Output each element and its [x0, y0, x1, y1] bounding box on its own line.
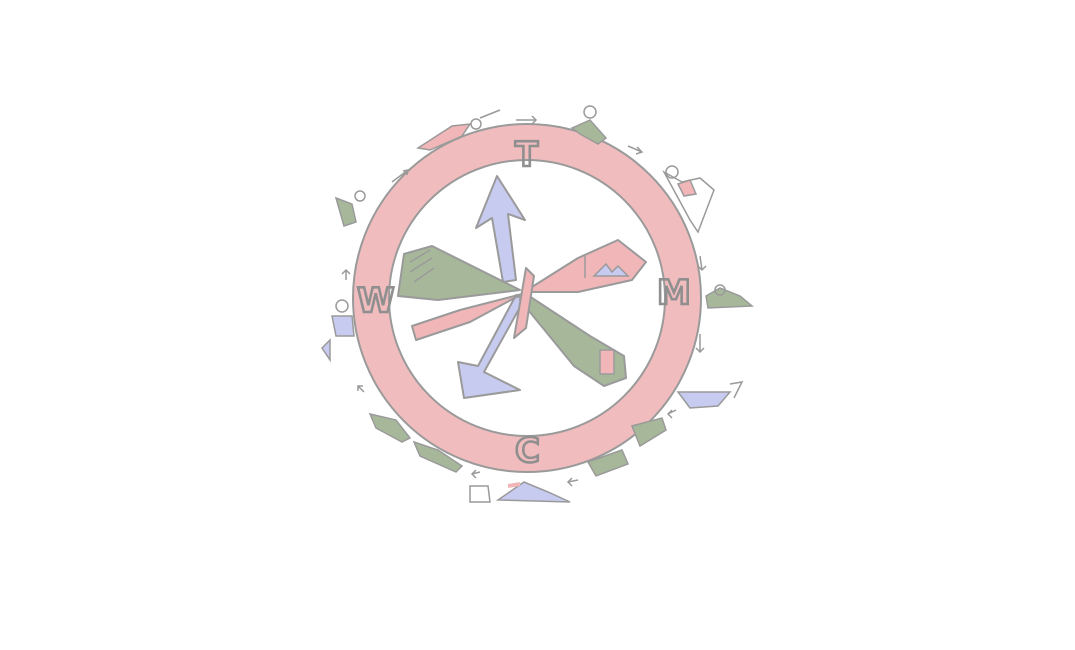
blade-icons: [409, 249, 630, 375]
sediment-icon: [409, 249, 435, 283]
figure-left-head: [335, 299, 349, 313]
center-red-shard: [513, 267, 535, 339]
left-red-blade: [411, 293, 523, 341]
volcano-bottom: [495, 481, 571, 503]
bottom-blue-arrow: [457, 294, 525, 399]
figure-upper-left: [334, 196, 357, 227]
mountain-icon: [592, 262, 630, 277]
figure-carrying-red: [415, 123, 472, 151]
ring-letter-bottom: C: [515, 431, 540, 471]
rock-chain-bottom-left: [412, 440, 464, 473]
cycle-arrows: [341, 115, 707, 487]
ring-letter-left: W: [357, 281, 395, 321]
outer-cycle-figures: [321, 105, 754, 503]
rock-chain-bottom-right: [630, 417, 667, 448]
outer-ring: [352, 123, 702, 473]
jar-icon: [599, 349, 615, 375]
ring-letter-top: T: [515, 135, 539, 175]
top-blue-arrow: [475, 175, 526, 283]
ring-letter-right: M: [657, 273, 691, 313]
water-pool-right: [676, 391, 732, 409]
figure-resting-right: [705, 287, 754, 309]
figure-top-right-head: [583, 105, 597, 119]
